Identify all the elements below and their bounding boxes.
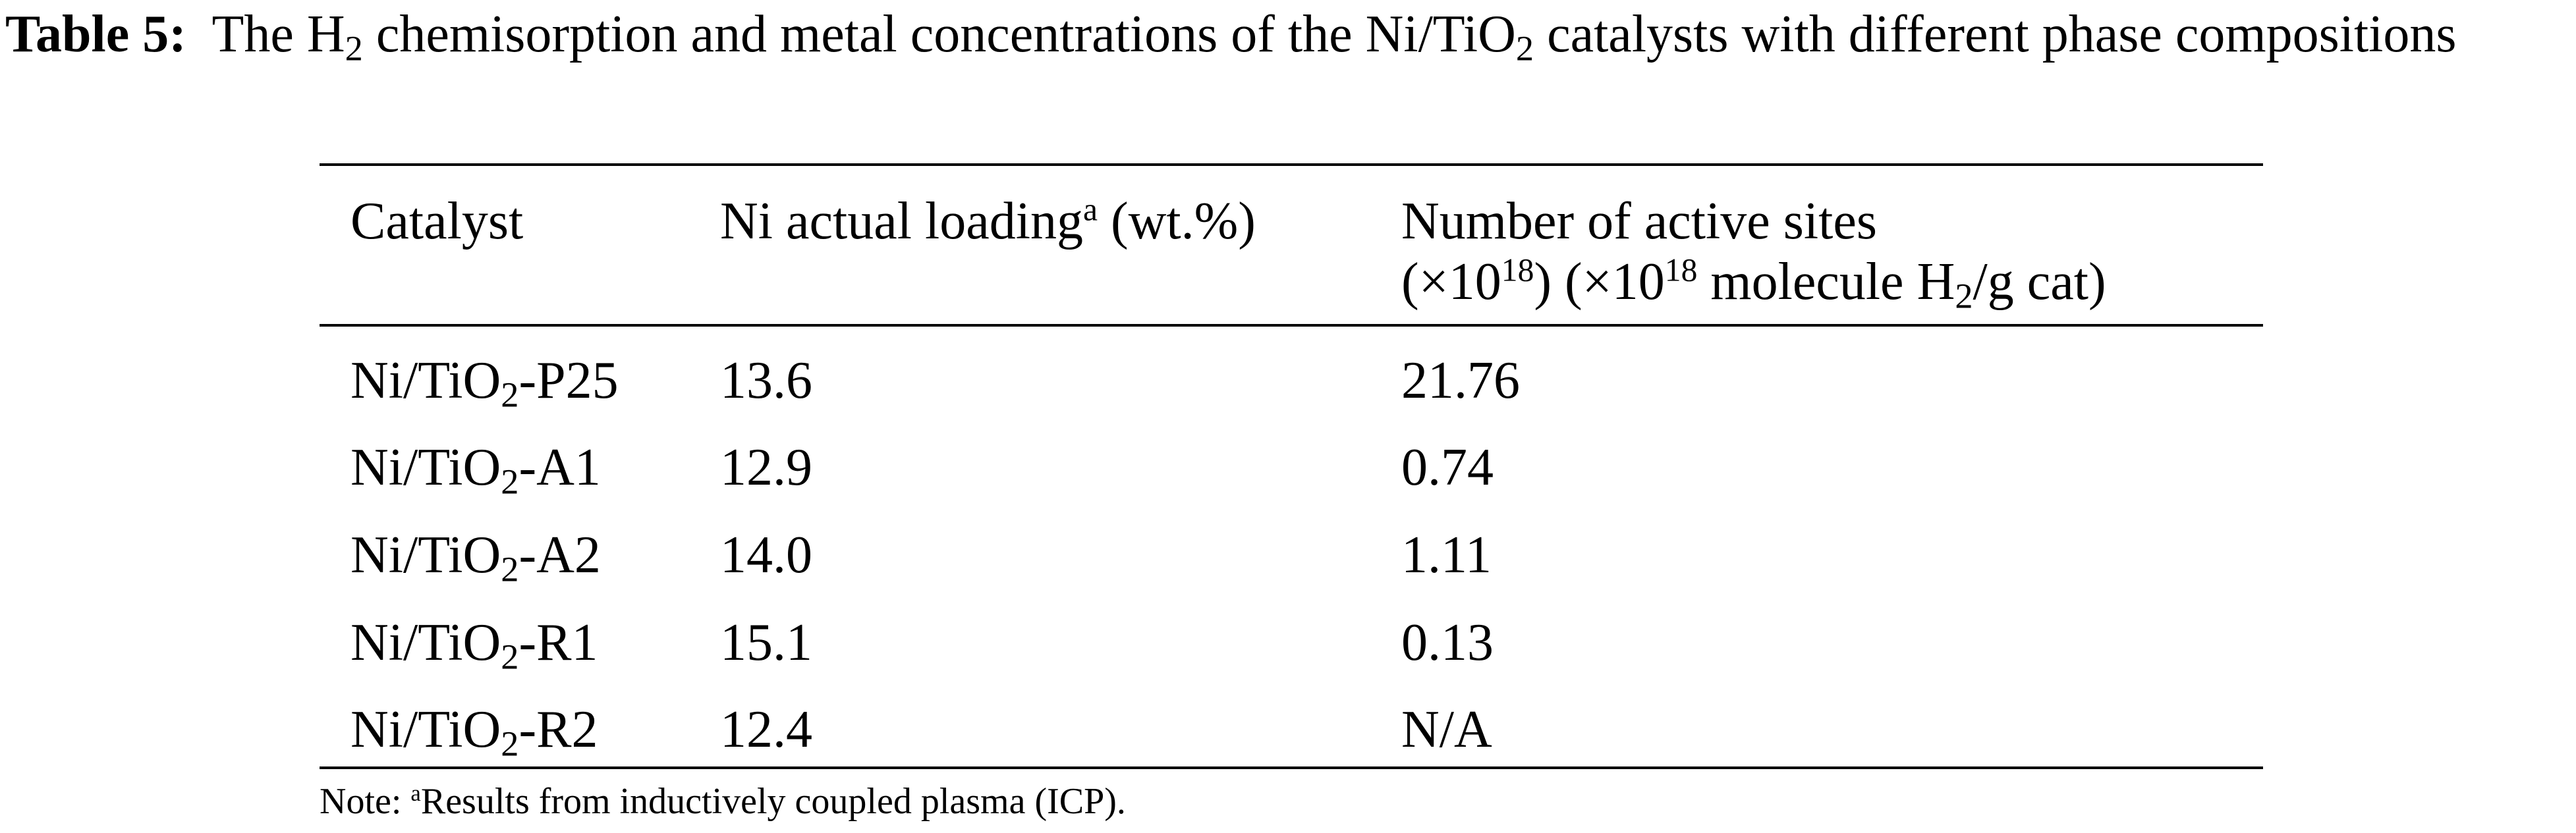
header-loading: Ni actual loadinga (wt.%) [720,191,1256,250]
header-rule [320,324,2263,327]
note-text: Results from inductively coupled plasma … [420,781,1126,822]
table-row-loading: 15.1 [720,614,812,672]
top-rule [320,163,2263,166]
header-catalyst: Catalyst [350,192,524,250]
table-note: Note: aResults from inductively coupled … [320,780,1126,822]
header-loading-footnote-mark: a [1082,191,1098,228]
header-active-sites-line1: Number of active sites [1401,192,1877,250]
caption-label: Table 5: [5,5,186,63]
caption-sub-2: 2 [1515,28,1534,68]
caption-text-1: The H [211,5,345,63]
note-footnote-mark: a [410,780,421,806]
table-row-active-sites: N/A [1401,701,1492,759]
table-row-loading: 13.6 [720,352,812,410]
table-row-catalyst: Ni/TiO2-R2 [350,701,598,764]
table-row-loading: 14.0 [720,526,812,584]
note-prefix: Note: [320,781,411,822]
table-row-loading: 12.9 [720,439,812,497]
table-row-active-sites: 0.13 [1401,614,1494,672]
table-row-active-sites: 21.76 [1401,352,1520,410]
table-row-catalyst: Ni/TiO2-P25 [350,352,619,415]
table-caption: Table 5: The H2 chemisorption and metal … [5,4,2568,68]
header-active-sites-line2: (×1018) (×1018 molecule H2/g cat) [1401,252,2106,316]
table-row-loading: 12.4 [720,701,812,759]
bottom-rule [320,766,2263,769]
table-row-catalyst: Ni/TiO2-A2 [350,526,601,589]
caption-sub-1: 2 [345,28,363,68]
table-row-catalyst: Ni/TiO2-A1 [350,439,601,502]
caption-text-3: catalysts with different phase compositi… [1534,5,2457,63]
header-active-sites: Number of active sites (×1018) (×1018 mo… [1401,191,2106,316]
table-row-catalyst: Ni/TiO2-R1 [350,614,598,677]
table-row-active-sites: 0.74 [1401,439,1494,497]
table-row-active-sites: 1.11 [1401,526,1492,584]
caption-text-2: chemisorption and metal concentrations o… [362,5,1516,63]
